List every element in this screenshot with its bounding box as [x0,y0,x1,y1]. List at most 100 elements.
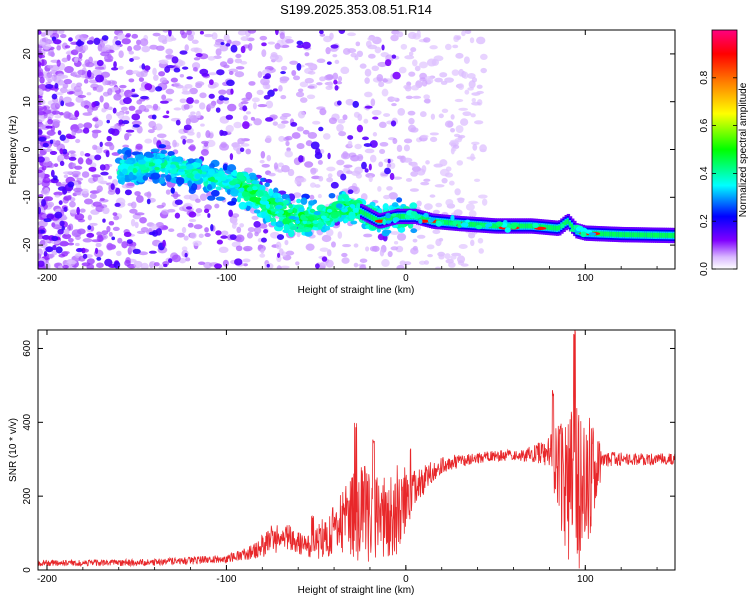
heatmap-noise-cell [80,188,89,194]
heatmap-ridge-cell [147,162,156,167]
heatmap-noise-cell [95,242,102,248]
heatmap-band-cell [618,232,622,237]
heatmap-ridge-cell [238,201,247,210]
heatmap-ridge-cell [391,202,399,208]
heatmap-noise-cell [155,228,163,236]
heatmap-noise-cell [115,187,121,195]
heatmap-noise-cell [131,94,139,98]
heatmap-noise-cell [38,61,42,67]
heatmap-noise-cell [478,248,484,254]
heatmap-noise-cell [144,83,153,91]
heatmap-noise-cell [126,182,135,187]
heatmap-noise-cell [75,242,80,247]
heatmap-noise-cell [129,208,138,214]
heatmap-noise-cell [131,120,142,126]
heatmap-band-cell [601,231,605,237]
heatmap-highlight-cell [295,219,301,225]
heatmap-noise-cell [39,266,44,269]
heatmap-noise-cell [241,97,251,102]
heatmap-noise-cell [42,161,51,167]
heatmap-noise-cell [304,77,314,84]
heatmap-noise-cell [45,84,54,89]
heatmap-band-cell [639,232,644,238]
heatmap-noise-cell [185,257,191,262]
heatmap-noise-cell [45,125,53,129]
heatmap-noise-cell [62,171,73,175]
heatmap-noise-cell [416,234,426,239]
heatmap-noise-cell [208,79,214,86]
heatmap-noise-cell [219,129,224,137]
heatmap-noise-cell [342,151,349,159]
heatmap-noise-cell [278,85,283,92]
heatmap-noise-cell [54,211,63,219]
heatmap-noise-cell [82,253,88,259]
heatmap-noise-cell [173,107,182,111]
heatmap-noise-cell [165,48,174,55]
heatmap-noise-cell [117,237,123,244]
heatmap-ridge-cell [260,177,265,182]
heatmap-noise-cell [243,115,248,121]
heatmap-noise-cell [403,144,411,152]
heatmap-noise-cell [408,71,416,77]
heatmap-ridge-cell [268,188,274,197]
heatmap-noise-cell [476,36,486,45]
heatmap-noise-cell [265,178,273,184]
heatmap-band-cell [568,221,573,227]
heatmap-noise-cell [369,245,378,252]
heatmap-ridge-cell [187,158,195,164]
heatmap-noise-cell [187,34,194,41]
heatmap-noise-cell [312,120,321,125]
heatmap-noise-cell [220,41,225,46]
heatmap-noise-cell [56,73,65,80]
heatmap-band-cell [616,232,620,237]
heatmap-band-cell [611,231,616,237]
heatmap-noise-cell [162,30,169,33]
heatmap-noise-cell [284,150,294,158]
heatmap-noise-cell [99,164,106,171]
heatmap-noise-cell [393,241,399,245]
heatmap-noise-cell [63,251,70,255]
heatmap-noise-cell [125,69,134,76]
heatmap-band-cell [521,223,525,229]
heatmap-noise-cell [151,223,158,231]
heatmap-noise-cell [468,210,477,218]
heatmap-noise-cell [139,38,149,47]
heatmap-noise-cell [131,88,136,93]
heatmap-noise-cell [208,93,215,99]
heatmap-noise-cell [198,233,204,239]
heatmap-ridge-cell [255,190,264,198]
heatmap-noise-cell [96,175,104,184]
heatmap-noise-cell [480,53,488,60]
heatmap-noise-cell [480,67,487,74]
heatmap-noise-cell [199,30,204,35]
heatmap-noise-cell [434,184,445,188]
heatmap-noise-cell [69,201,76,208]
heatmap-noise-cell [148,231,156,236]
heatmap-noise-cell [391,54,397,59]
heatmap-noise-cell [50,169,55,178]
heatmap-noise-cell [121,115,130,123]
heatmap-noise-cell [55,92,64,96]
snr-y-tick-label: 200 [22,487,33,504]
heatmap-noise-cell [130,201,137,209]
heatmap-ridge-cell [248,172,257,180]
snr-x-ticks: -200 -100 0 100 [37,330,658,585]
heatmap-noise-cell [81,74,86,79]
heatmap-noise-cell [285,135,293,141]
heatmap-noise-cell [477,237,484,244]
heatmap-noise-cell [272,121,278,126]
heatmap-noise-cell [315,263,320,269]
heatmap-noise-cell [265,135,272,144]
heatmap-noise-cell [352,100,360,108]
heatmap-band-cell [387,216,392,221]
heatmap-y-tick-label: -10 [22,190,33,205]
heatmap-noise-cell [319,30,324,35]
heatmap-noise-cell [186,76,193,80]
heatmap-noise-cell [106,119,110,124]
heatmap-highlight-cell [465,219,471,223]
heatmap-band-cell [491,223,495,229]
heatmap-noise-cell [450,114,455,120]
heatmap-band-cell [478,222,482,228]
heatmap-band-cell [553,225,558,231]
heatmap-noise-cell [41,198,47,207]
